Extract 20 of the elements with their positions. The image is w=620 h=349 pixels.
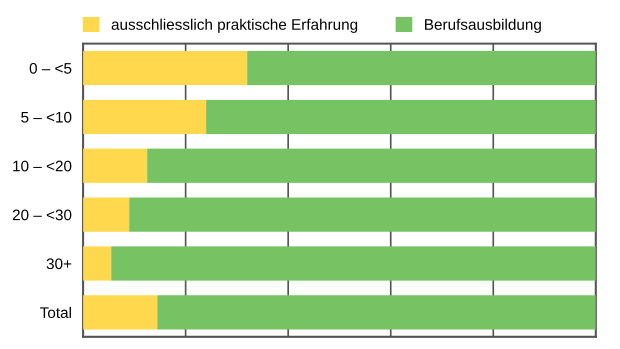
bar — [83, 100, 206, 134]
bar — [83, 50, 248, 86]
bar — [247, 50, 596, 86]
bar — [83, 295, 158, 330]
bar — [83, 198, 130, 232]
bar — [206, 100, 596, 134]
y-tick-label: Total — [40, 306, 71, 318]
y-tick-label: 0 – <5 — [30, 62, 72, 74]
bar — [83, 246, 112, 281]
y-tick-label: 20 – <30 — [12, 210, 72, 220]
y-tick-label: 30+ — [46, 258, 72, 270]
y-tick-label: 10 – <20 — [13, 160, 72, 172]
bar — [111, 246, 596, 281]
bar — [157, 295, 596, 330]
bar — [83, 148, 148, 183]
legend-label: Berufsausbildung — [425, 18, 541, 33]
y-tick-label: 5 – <10 — [21, 112, 72, 123]
legend-label: ausschliesslich praktische Erfahrung — [112, 18, 358, 33]
bar — [147, 148, 596, 183]
bar — [129, 198, 596, 232]
